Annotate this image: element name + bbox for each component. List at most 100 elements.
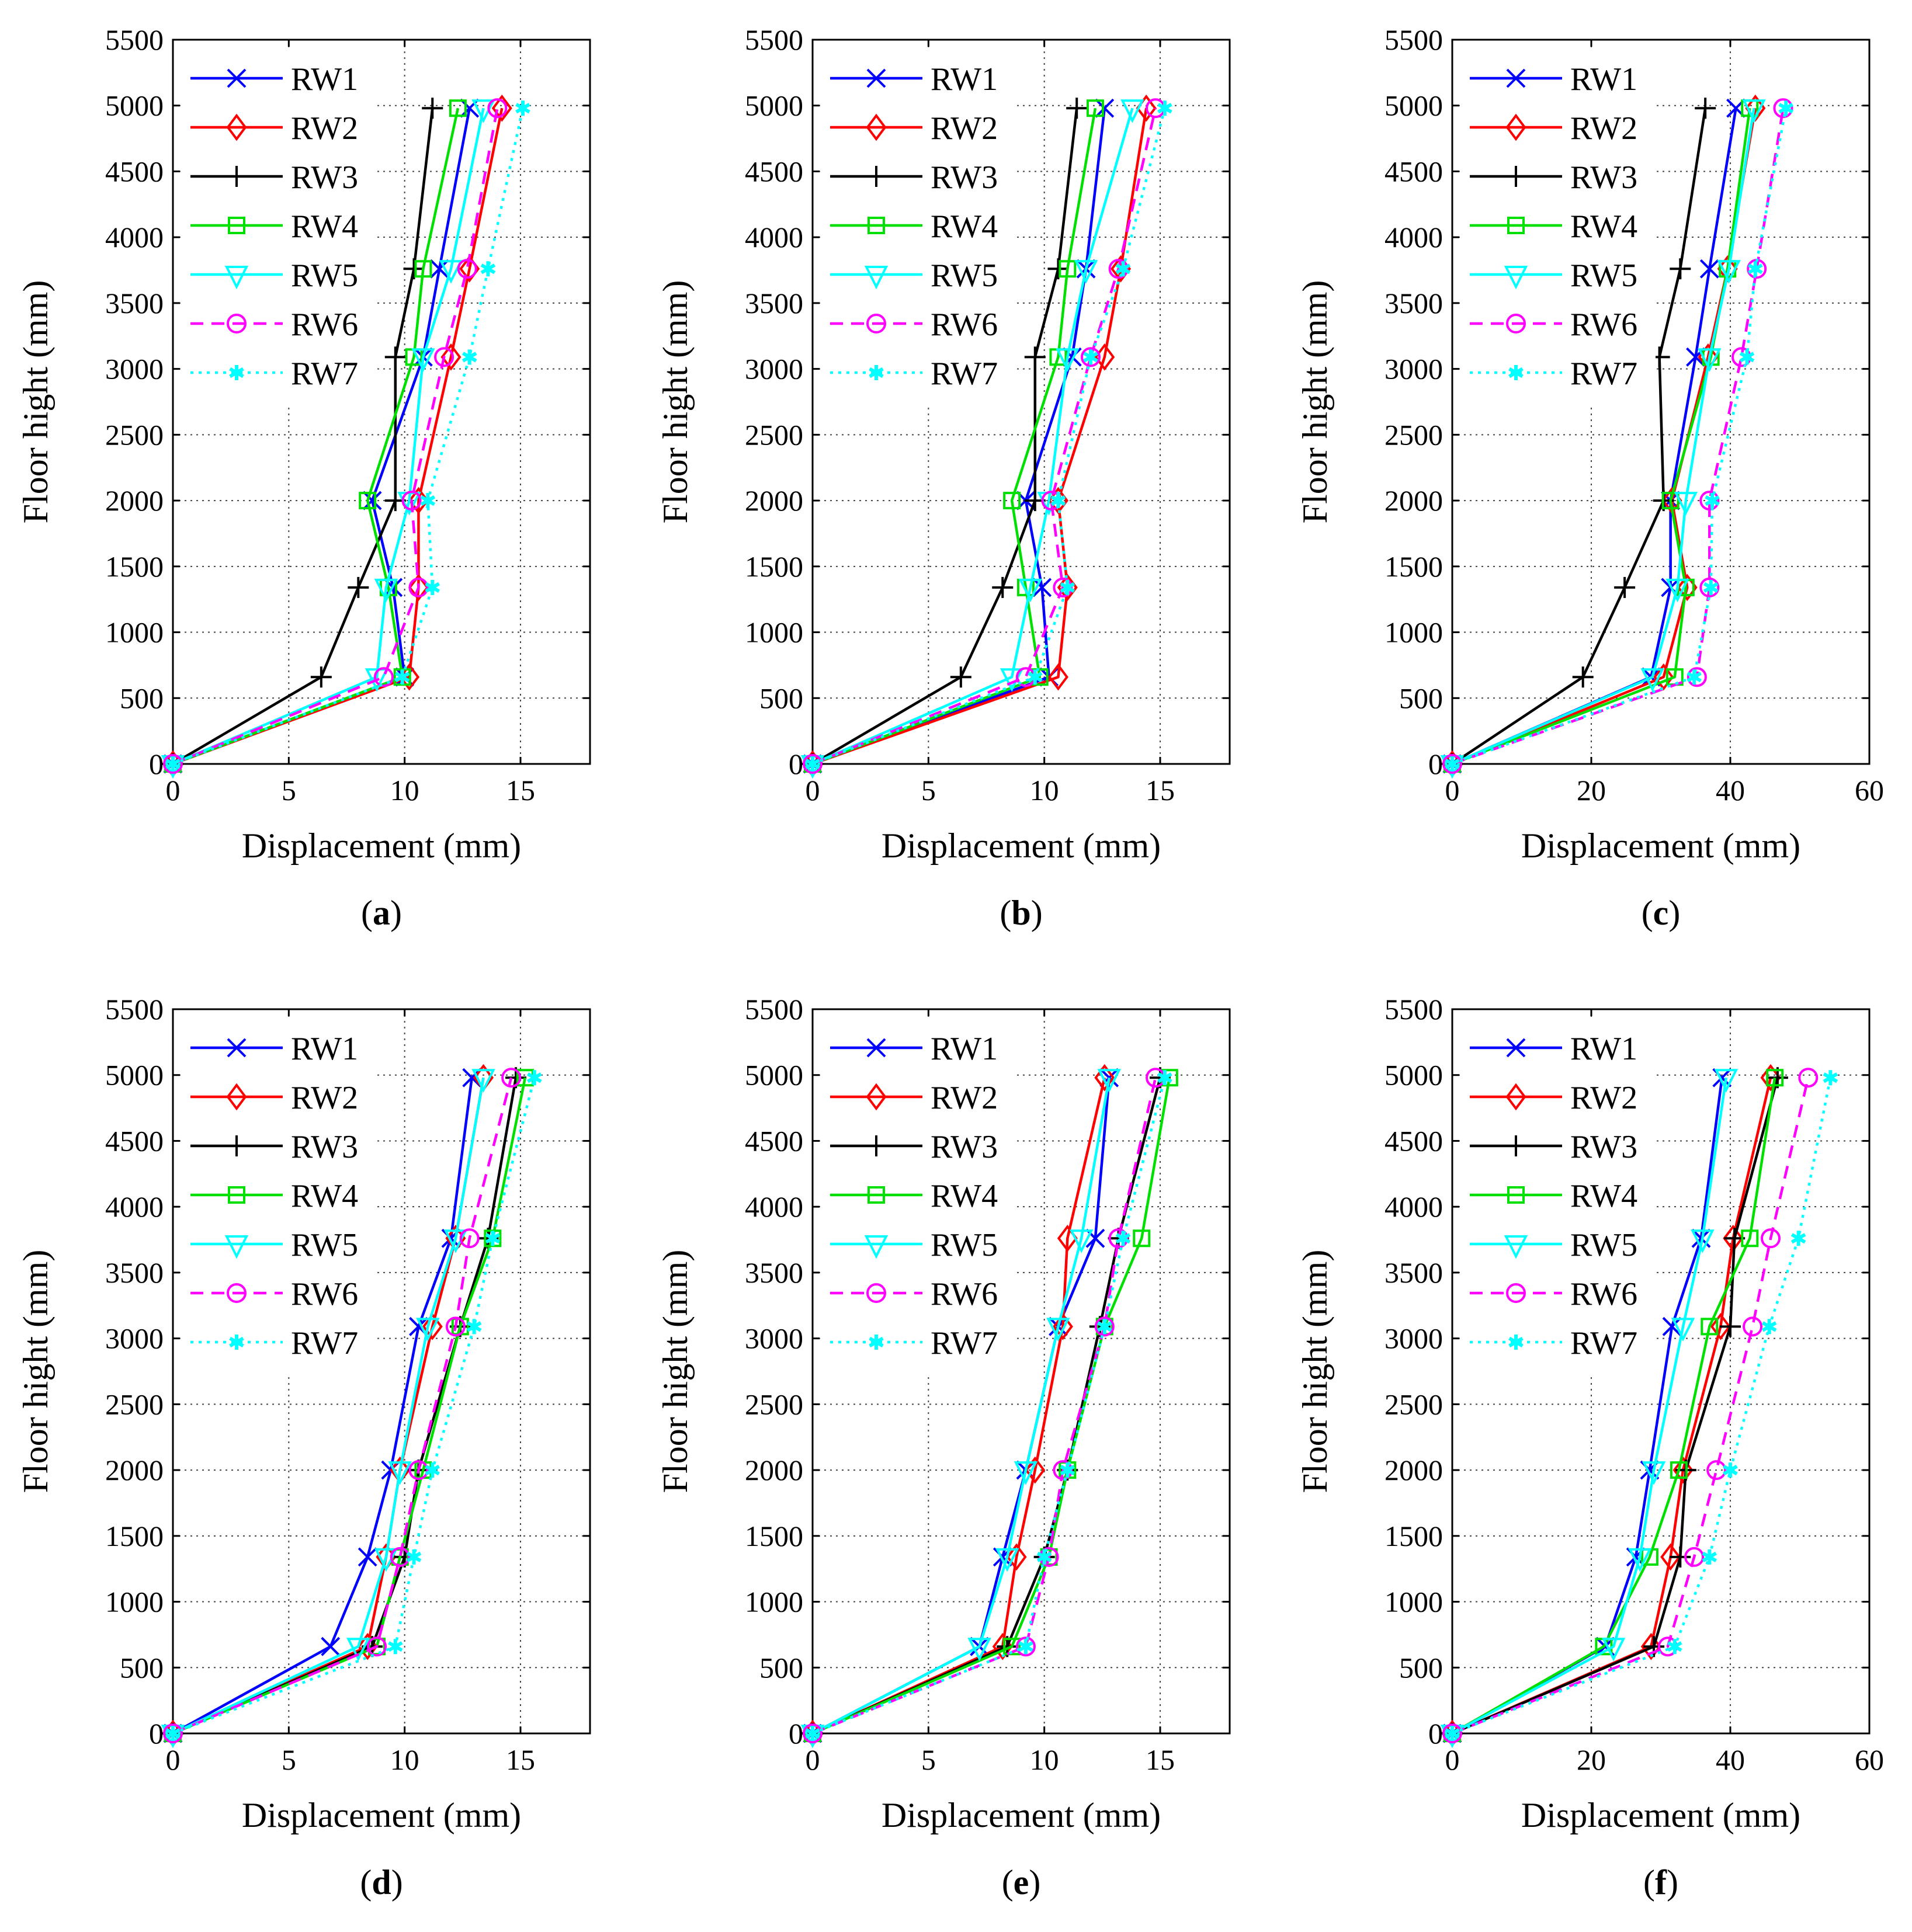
x-tick-label: 15: [506, 1743, 535, 1776]
legend-label-rw4: RW4: [1570, 209, 1637, 245]
data-point: [163, 1723, 183, 1743]
data-point: [461, 349, 477, 365]
legend-marker: [1504, 266, 1528, 290]
y-tick-label: 1500: [105, 1520, 164, 1552]
data-point: [1047, 258, 1069, 280]
data-point: [1790, 1231, 1806, 1246]
data-point: [1025, 1456, 1046, 1484]
legend-marker: [1505, 1083, 1526, 1111]
y-axis-label: Floor hight (mm): [1296, 280, 1334, 524]
x-tick-label: 60: [1855, 1743, 1884, 1776]
y-axis-label: Floor hight (mm): [656, 280, 695, 524]
data-point: [1665, 578, 1689, 603]
legend: RW1 RW2 RW3 RW4 RW5 RW6 RW7: [183, 1020, 376, 1374]
y-tick-label: 3000: [1384, 353, 1443, 385]
data-point: [1133, 1229, 1151, 1248]
legend-label-rw7: RW7: [1570, 1325, 1637, 1361]
x-tick-label: 20: [1577, 1743, 1606, 1776]
series-line-rw5: [812, 107, 1134, 766]
legend-label-rw1: RW1: [1570, 61, 1637, 98]
data-point: [403, 258, 425, 280]
y-tick-label: 1000: [105, 616, 164, 649]
axes-box: [811, 39, 1231, 765]
y-tick-label: 3000: [105, 1322, 164, 1355]
legend-label-rw3: RW3: [1570, 159, 1637, 196]
data-point: [374, 578, 398, 603]
series-rw6: [163, 98, 508, 774]
series-rw7: [805, 100, 1172, 772]
y-tick-label: 3000: [745, 1322, 803, 1355]
series-line-rw5: [172, 107, 485, 766]
data-point: [1687, 667, 1707, 687]
x-tick-label: 15: [1146, 1743, 1175, 1776]
y-tick-label: 0: [789, 1717, 803, 1750]
y-tick-label: 4500: [105, 1124, 164, 1157]
y-tick-label: 4000: [745, 1190, 803, 1223]
panel-label: (d): [360, 1863, 402, 1902]
series-rw7: [165, 1070, 542, 1741]
y-tick-label: 2500: [105, 418, 164, 451]
y-tick-label: 2500: [745, 418, 803, 451]
data-point: [803, 754, 823, 774]
data-point: [1053, 577, 1073, 597]
data-point: [429, 259, 449, 279]
legend-label-rw3: RW3: [1570, 1129, 1637, 1165]
legend-label-rw1: RW1: [291, 1031, 358, 1067]
data-point: [1003, 492, 1021, 510]
data-point: [411, 348, 435, 372]
legend-box: [823, 1020, 1016, 1374]
legend-label-rw4: RW4: [291, 209, 358, 245]
legend-label-rw4: RW4: [931, 209, 998, 245]
legend-label-rw3: RW3: [931, 1129, 998, 1165]
axes-box: [172, 39, 591, 765]
y-tick-label: 3500: [745, 287, 803, 319]
data-point: [1761, 1228, 1781, 1249]
legend-marker: [1506, 1283, 1526, 1303]
series-line-rw4: [1451, 1077, 1776, 1735]
data-point: [367, 1636, 387, 1657]
data-point: [1710, 1313, 1731, 1340]
x-tick-label: 0: [166, 1743, 181, 1776]
data-point: [1720, 1316, 1741, 1337]
legend: RW1 RW2 RW3 RW4 RW5 RW6 RW7: [183, 50, 376, 404]
data-point: [466, 1319, 482, 1335]
y-tick-label: 5500: [745, 993, 803, 1026]
legend-label-rw6: RW6: [291, 307, 358, 343]
data-point: [805, 1726, 820, 1741]
data-point: [1086, 99, 1104, 117]
data-point: [1442, 754, 1462, 774]
data-point: [1445, 1726, 1460, 1741]
legend-label-rw2: RW2: [931, 110, 998, 147]
data-point: [408, 1460, 429, 1481]
legend: RW1 RW2 RW3 RW4 RW5 RW6 RW7: [823, 1020, 1016, 1374]
legend-marker: [228, 217, 245, 234]
legend-label-rw6: RW6: [291, 1276, 358, 1312]
y-tick-label: 5500: [1384, 993, 1443, 1026]
data-point: [1662, 1316, 1682, 1336]
data-point: [1060, 1462, 1075, 1478]
legend-marker: [226, 166, 247, 187]
y-tick-label: 2000: [1384, 484, 1443, 517]
legend-marker: [866, 1135, 887, 1156]
series-line-rw6: [1452, 1077, 1810, 1735]
data-point: [1097, 1069, 1121, 1093]
data-point: [165, 1726, 181, 1741]
data-point: [1047, 663, 1068, 691]
chart-panel-b: 0 5 10 15 0 500 1000 1500 2000 2500 3000 3500 4000 45…: [656, 23, 1231, 932]
y-tick-label: 3500: [1384, 287, 1443, 319]
legend: RW1 RW2 RW3 RW4 RW5 RW6 RW7: [823, 50, 1016, 404]
legend-marker: [226, 1135, 247, 1156]
y-tick-label: 0: [1428, 748, 1443, 780]
data-point: [1083, 349, 1098, 365]
legend-marker: [224, 1235, 249, 1259]
y-tick-label: 3000: [105, 353, 164, 385]
data-point: [1056, 348, 1080, 372]
y-tick-label: 5000: [1384, 89, 1443, 122]
data-point: [1761, 1319, 1777, 1335]
data-point: [471, 1069, 495, 1093]
y-tick-label: 5500: [105, 993, 164, 1026]
x-tick-label: 5: [282, 774, 296, 807]
y-tick-label: 1500: [745, 1520, 803, 1552]
data-point: [1018, 578, 1043, 603]
data-point: [416, 1318, 440, 1342]
